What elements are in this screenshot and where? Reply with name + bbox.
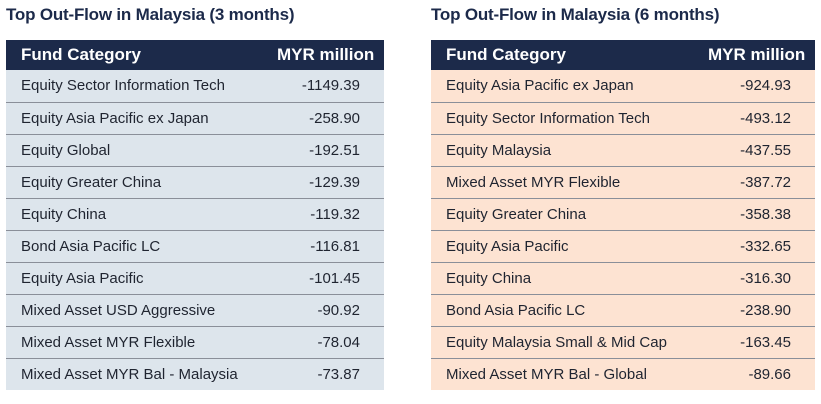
table-row: Equity Greater China -358.38 — [431, 198, 815, 231]
table-header-row: Fund Category MYR million — [6, 40, 384, 70]
table-row: Bond Asia Pacific LC -238.90 — [431, 294, 815, 327]
myr-value-cell: -101.45 — [277, 262, 384, 295]
table-row: Mixed Asset USD Aggressive -90.92 — [6, 294, 384, 327]
myr-value-cell: -192.51 — [277, 134, 384, 167]
table-row: Mixed Asset MYR Bal - Global -89.66 — [431, 358, 815, 390]
table-row: Equity Asia Pacific -332.65 — [431, 230, 815, 263]
table-row: Mixed Asset MYR Flexible -387.72 — [431, 166, 815, 199]
table-row: Equity Greater China -129.39 — [6, 166, 384, 199]
panel-title: Top Out-Flow in Malaysia (6 months) — [431, 5, 720, 24]
myr-value-cell: -437.55 — [708, 134, 815, 167]
fund-category-cell: Equity Sector Information Tech — [431, 102, 708, 135]
outflow-table-3-months: Fund Category MYR million Equity Sector … — [6, 40, 384, 390]
myr-value-cell: -116.81 — [277, 230, 384, 263]
table-header-row: Fund Category MYR million — [431, 40, 815, 70]
table-body: Equity Sector Information Tech -1149.39 Eq… — [6, 70, 384, 390]
table-row: Equity Global -192.51 — [6, 134, 384, 167]
fund-category-cell: Bond Asia Pacific LC — [431, 294, 708, 327]
column-header-myr-million: MYR million — [277, 40, 384, 70]
table-row: Equity Sector Information Tech -493.12 — [431, 102, 815, 135]
fund-category-cell: Equity China — [6, 198, 277, 231]
myr-value-cell: -316.30 — [708, 262, 815, 295]
myr-value-cell: -924.93 — [708, 70, 815, 103]
myr-value-cell: -258.90 — [277, 102, 384, 135]
column-header-fund-category: Fund Category — [431, 40, 708, 70]
myr-value-cell: -238.90 — [708, 294, 815, 327]
fund-category-cell: Equity Sector Information Tech — [6, 70, 277, 103]
myr-value-cell: -78.04 — [277, 326, 384, 359]
fund-category-cell: Equity Global — [6, 134, 277, 167]
outflow-table-6-months: Fund Category MYR million Equity Asia Pa… — [431, 40, 815, 390]
fund-category-cell: Equity China — [431, 262, 708, 295]
myr-value-cell: -358.38 — [708, 198, 815, 231]
myr-value-cell: -332.65 — [708, 230, 815, 263]
panel-title: Top Out-Flow in Malaysia (3 months) — [6, 5, 295, 24]
table-row: Equity Asia Pacific ex Japan -258.90 — [6, 102, 384, 135]
myr-value-cell: -90.92 — [277, 294, 384, 327]
fund-category-cell: Equity Asia Pacific — [6, 262, 277, 295]
fund-category-cell: Equity Greater China — [431, 198, 708, 231]
fund-category-cell: Bond Asia Pacific LC — [6, 230, 277, 263]
table-row: Equity China -119.32 — [6, 198, 384, 231]
table-row: Equity Asia Pacific ex Japan -924.93 — [431, 70, 815, 103]
myr-value-cell: -1149.39 — [277, 70, 384, 103]
fund-category-cell: Equity Malaysia Small & Mid Cap — [431, 326, 708, 359]
fund-category-cell: Equity Greater China — [6, 166, 277, 199]
fund-category-cell: Equity Asia Pacific ex Japan — [431, 70, 708, 103]
fund-category-cell: Mixed Asset MYR Bal - Malaysia — [6, 358, 277, 390]
column-header-myr-million: MYR million — [708, 40, 815, 70]
table-row: Equity Sector Information Tech -1149.39 — [6, 70, 384, 103]
fund-category-cell: Mixed Asset USD Aggressive — [6, 294, 277, 327]
column-header-fund-category: Fund Category — [6, 40, 277, 70]
table-row: Bond Asia Pacific LC -116.81 — [6, 230, 384, 263]
fund-category-cell: Equity Asia Pacific ex Japan — [6, 102, 277, 135]
table-body: Equity Asia Pacific ex Japan -924.93 Equit… — [431, 70, 815, 390]
fund-category-cell: Mixed Asset MYR Flexible — [6, 326, 277, 359]
myr-value-cell: -129.39 — [277, 166, 384, 199]
fund-category-cell: Mixed Asset MYR Flexible — [431, 166, 708, 199]
myr-value-cell: -387.72 — [708, 166, 815, 199]
fund-category-cell: Equity Asia Pacific — [431, 230, 708, 263]
myr-value-cell: -493.12 — [708, 102, 815, 135]
fund-category-cell: Equity Malaysia — [431, 134, 708, 167]
table-row: Equity Malaysia -437.55 — [431, 134, 815, 167]
table-row: Equity China -316.30 — [431, 262, 815, 295]
table-row: Equity Asia Pacific -101.45 — [6, 262, 384, 295]
table-row: Mixed Asset MYR Bal - Malaysia -73.87 — [6, 358, 384, 390]
myr-value-cell: -73.87 — [277, 358, 384, 390]
fund-category-cell: Mixed Asset MYR Bal - Global — [431, 358, 708, 390]
myr-value-cell: -163.45 — [708, 326, 815, 359]
myr-value-cell: -119.32 — [277, 198, 384, 231]
table-row: Mixed Asset MYR Flexible -78.04 — [6, 326, 384, 359]
table-row: Equity Malaysia Small & Mid Cap -163.45 — [431, 326, 815, 359]
myr-value-cell: -89.66 — [708, 358, 815, 390]
